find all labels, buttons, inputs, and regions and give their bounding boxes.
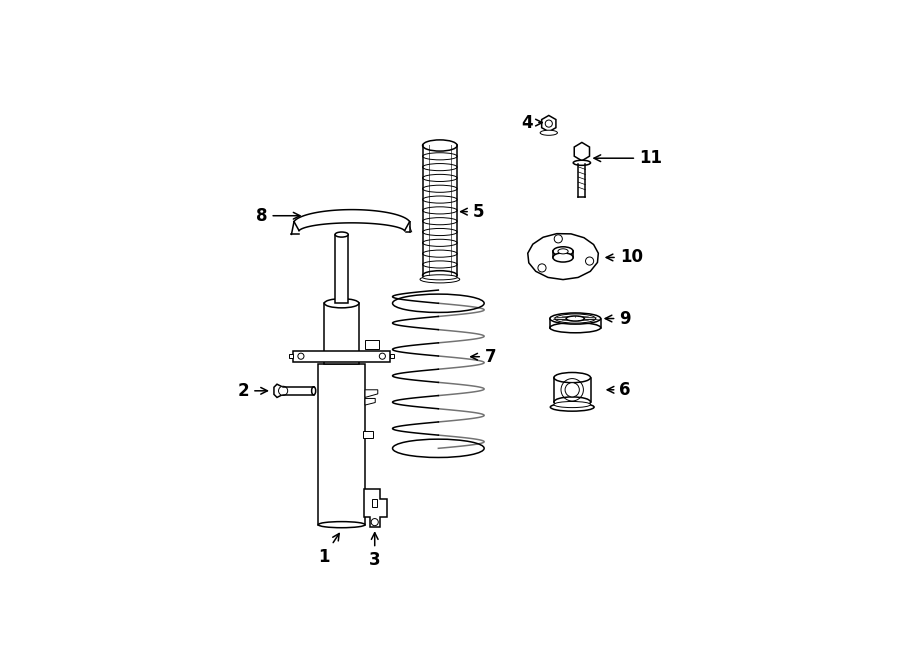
Ellipse shape [566,316,584,321]
Polygon shape [289,354,293,358]
Text: 8: 8 [256,207,300,225]
Polygon shape [335,235,348,303]
Ellipse shape [573,160,590,165]
Polygon shape [365,340,379,349]
Ellipse shape [550,403,594,411]
Circle shape [278,386,288,395]
Ellipse shape [553,247,573,256]
Text: 10: 10 [607,249,643,266]
Circle shape [554,235,562,243]
Ellipse shape [423,140,457,151]
Text: 1: 1 [318,533,339,566]
Polygon shape [390,354,394,358]
Polygon shape [373,499,377,507]
Text: 7: 7 [471,348,497,366]
Circle shape [379,353,385,359]
Ellipse shape [423,271,457,280]
Ellipse shape [319,522,365,527]
Text: 3: 3 [369,533,381,569]
Polygon shape [542,116,556,132]
Text: 6: 6 [608,381,631,399]
Ellipse shape [558,249,568,254]
Ellipse shape [540,130,557,136]
Ellipse shape [311,387,316,395]
Circle shape [371,519,378,525]
Ellipse shape [423,275,457,280]
Text: 9: 9 [605,309,631,328]
Text: 11: 11 [594,149,662,167]
Circle shape [586,257,594,265]
Text: 5: 5 [461,203,484,221]
Polygon shape [527,233,598,280]
Polygon shape [365,399,375,405]
Ellipse shape [554,401,590,408]
Polygon shape [293,350,390,362]
Text: 2: 2 [238,382,267,400]
Ellipse shape [554,373,590,383]
Ellipse shape [324,299,359,308]
Polygon shape [364,489,387,527]
Polygon shape [574,142,590,161]
Polygon shape [274,384,284,397]
Ellipse shape [550,313,600,324]
Ellipse shape [554,397,590,407]
Circle shape [565,383,580,397]
Polygon shape [324,303,359,364]
Ellipse shape [335,232,348,237]
Polygon shape [365,390,378,397]
Polygon shape [363,431,373,438]
Ellipse shape [420,276,460,283]
Ellipse shape [553,253,573,262]
Circle shape [545,120,553,127]
Circle shape [538,264,546,272]
Ellipse shape [550,323,600,332]
Polygon shape [319,364,365,525]
Text: 4: 4 [522,114,543,132]
Circle shape [298,353,304,359]
